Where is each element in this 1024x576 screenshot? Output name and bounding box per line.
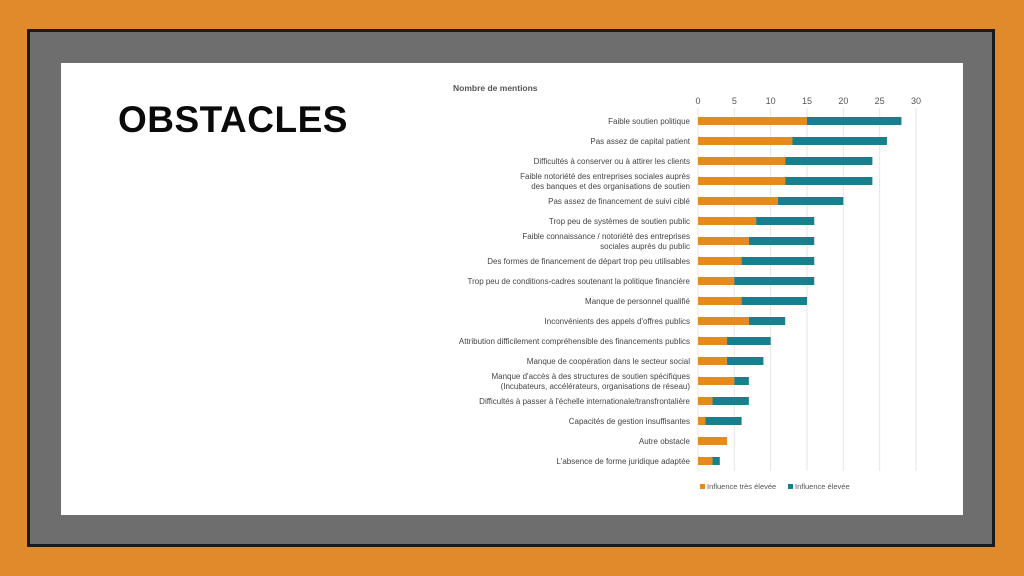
bar-tres-elevee: [698, 157, 786, 165]
bar-elevee: [756, 217, 815, 225]
bar-tres-elevee: [698, 277, 735, 285]
x-tick-label: 25: [875, 96, 885, 106]
category-label: Capacités de gestion insuffisantes: [569, 417, 690, 426]
bar-elevee: [748, 317, 786, 325]
bar-tres-elevee: [698, 357, 728, 365]
category-label: Difficultés à conserver ou à attirer les…: [534, 157, 690, 166]
bar-tres-elevee: [698, 257, 742, 265]
bar-elevee: [785, 177, 873, 185]
x-tick-label: 0: [695, 96, 700, 106]
bar-elevee: [777, 197, 844, 205]
bar-tres-elevee: [698, 417, 706, 425]
category-label: Attribution difficilement compréhensible…: [459, 337, 690, 346]
bar-tres-elevee: [698, 317, 749, 325]
bar-tres-elevee: [698, 217, 757, 225]
category-label: sociales auprès du public: [600, 242, 690, 251]
category-label: L'absence de forme juridique adaptée: [556, 457, 690, 466]
bar-elevee: [712, 397, 749, 405]
bar-elevee: [705, 417, 742, 425]
bar-elevee: [727, 337, 771, 345]
bar-elevee: [741, 257, 815, 265]
category-label: Manque de coopération dans le secteur so…: [527, 357, 690, 366]
bar-elevee: [734, 277, 815, 285]
bar-elevee: [712, 457, 720, 465]
legend-swatch: [788, 484, 793, 489]
x-tick-label: 15: [802, 96, 812, 106]
bar-tres-elevee: [698, 377, 735, 385]
category-label: (Incubateurs, accélérateurs, organisatio…: [501, 382, 691, 391]
bar-tres-elevee: [698, 437, 728, 445]
legend-label: Influence élevée: [795, 482, 850, 491]
category-label: Manque d'accès à des structures de souti…: [491, 372, 690, 381]
category-label: Faible soutien politique: [608, 117, 690, 126]
category-label: Des formes de financement de départ trop…: [487, 257, 690, 266]
bar-elevee: [807, 117, 902, 125]
legend-label: Influence très élevée: [707, 482, 776, 491]
legend-swatch: [700, 484, 705, 489]
category-label: Difficultés à passer à l'échelle interna…: [479, 397, 690, 406]
bar-tres-elevee: [698, 197, 778, 205]
bar-tres-elevee: [698, 297, 742, 305]
category-label: Autre obstacle: [639, 437, 691, 446]
bar-tres-elevee: [698, 237, 749, 245]
x-axis-title: Nombre de mentions: [453, 83, 538, 93]
bar-tres-elevee: [698, 457, 713, 465]
bar-tres-elevee: [698, 137, 793, 145]
bar-elevee: [741, 297, 807, 305]
x-tick-label: 10: [766, 96, 776, 106]
bar-elevee: [792, 137, 887, 145]
x-tick-label: 5: [732, 96, 737, 106]
category-label: Inconvénients des appels d'offres public…: [545, 317, 690, 326]
bar-elevee: [785, 157, 873, 165]
x-tick-label: 30: [911, 96, 921, 106]
slide-title: OBSTACLES: [118, 99, 348, 140]
bar-tres-elevee: [698, 117, 807, 125]
bar-tres-elevee: [698, 337, 728, 345]
x-tick-label: 20: [838, 96, 848, 106]
bar-tres-elevee: [698, 397, 713, 405]
category-label: Trop peu de conditions-cadres soutenant …: [467, 277, 690, 286]
category-label: Pas assez de financement de suivi ciblé: [548, 197, 690, 206]
bar-tres-elevee: [698, 177, 786, 185]
category-label: Trop peu de systèmes de soutien public: [549, 217, 690, 226]
bar-elevee: [734, 377, 749, 385]
bar-elevee: [748, 237, 815, 245]
category-label: Manque de personnel qualifié: [585, 297, 691, 306]
category-label: Faible notoriété des entreprises sociale…: [520, 172, 690, 181]
category-label: Faible connaissance / notoriété des entr…: [522, 232, 690, 241]
bar-elevee: [727, 357, 764, 365]
category-label: des banques et des organisations de sout…: [531, 182, 690, 191]
category-label: Pas assez de capital patient: [590, 137, 690, 146]
